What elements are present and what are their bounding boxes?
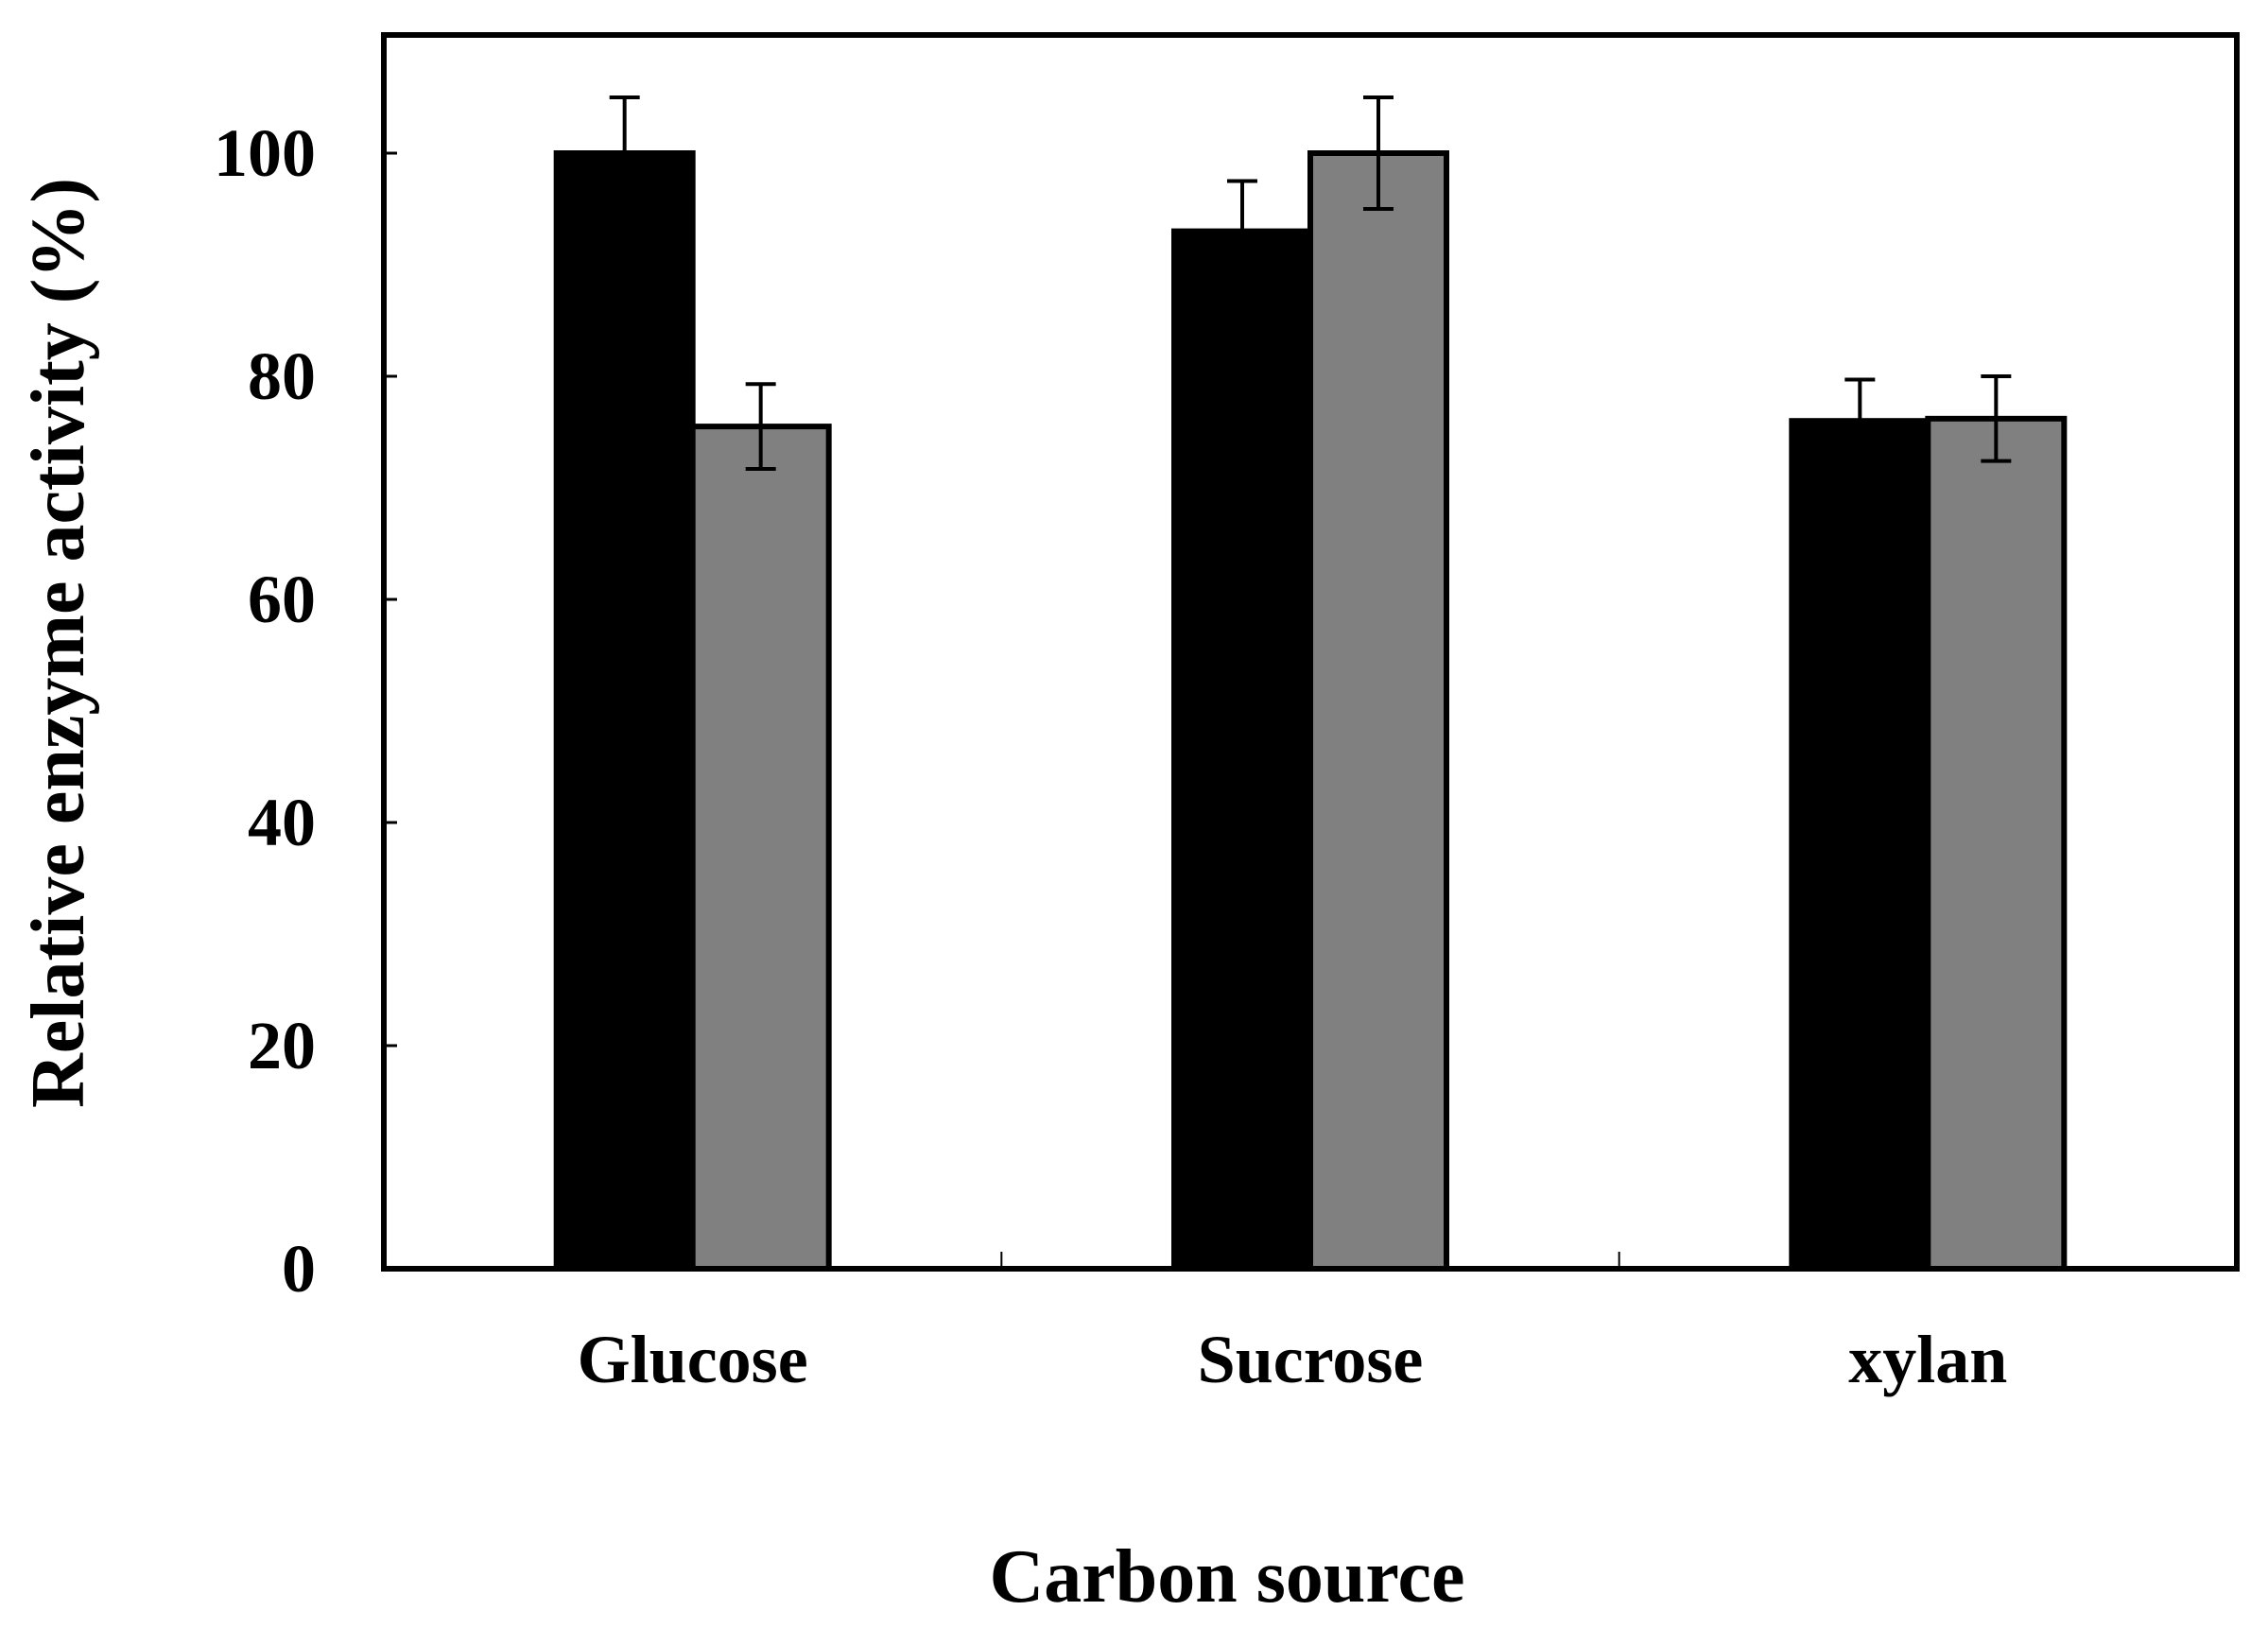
bar-xylan-series-2 [1925,415,2068,1272]
bar-sucrose-series-1 [1171,228,1313,1273]
bar-xylan-series-1 [1789,418,1931,1272]
error-bar-glucose-series-1 [609,95,640,211]
error-bars-layer [609,95,2012,471]
y-tick-label-0: 0 [282,1231,316,1307]
y-axis: 0 20 40 60 80 100 [214,115,397,1307]
x-axis: Glucose Sucrose xylan [578,1252,2007,1397]
error-bar-xylan-series-1 [1844,377,1876,464]
y-tick-label-40: 40 [248,785,316,860]
bars-layer [553,150,2068,1273]
error-bar-sucrose-series-1 [1227,179,1257,284]
bar-glucose-series-1 [553,150,696,1272]
error-bar-glucose-series-2 [745,382,776,471]
x-tick-label-glucose: Glucose [578,1322,808,1397]
error-bar-xylan-series-2 [1981,374,2012,463]
x-tick-label-sucrose: Sucrose [1198,1322,1424,1397]
error-bar-sucrose-series-2 [1363,95,1394,211]
x-tick-label-xylan: xylan [1848,1322,2007,1397]
y-tick-label-60: 60 [248,562,316,637]
bar-glucose-series-2 [689,424,832,1273]
x-axis-title: Carbon source [990,1535,1465,1619]
bar-sucrose-series-2 [1307,150,1449,1272]
y-tick-label-80: 80 [248,338,316,414]
y-axis-title: Relative enzyme activity (%) [17,178,100,1108]
y-tick-label-100: 100 [214,115,316,191]
y-tick-label-20: 20 [248,1008,316,1083]
